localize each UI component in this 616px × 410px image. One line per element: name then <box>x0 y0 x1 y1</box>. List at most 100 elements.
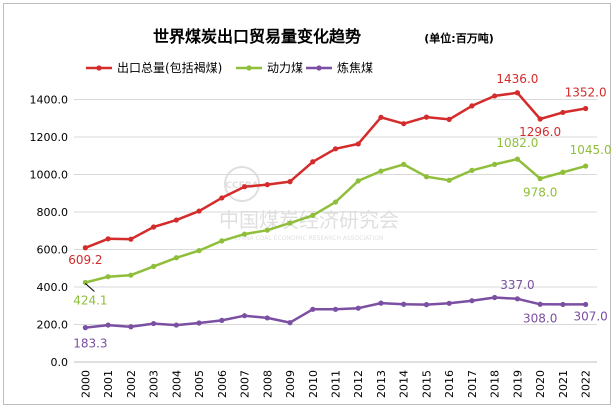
data-point <box>287 320 293 326</box>
data-point <box>310 159 316 165</box>
data-point <box>423 302 430 308</box>
x-tick-label: 2005 <box>193 370 206 398</box>
series-line <box>85 296 586 329</box>
watermark-en: CHINA COAL ECONOMIC RESEARCH ASSOCIATION <box>235 235 384 242</box>
legend-label: 动力煤 <box>267 61 303 75</box>
data-point <box>401 161 407 167</box>
series-0 <box>82 90 589 251</box>
y-tick-label: 1400.0 <box>30 94 69 107</box>
data-point <box>446 177 452 183</box>
data-point <box>583 163 589 169</box>
data-point <box>537 116 543 122</box>
data-point <box>446 116 452 122</box>
data-point <box>514 90 521 96</box>
x-tick-label: 2017 <box>466 370 479 398</box>
gridlines <box>74 99 597 325</box>
x-tick-label: 2006 <box>216 370 229 398</box>
data-point <box>241 231 248 237</box>
data-label: 609.2 <box>68 253 102 267</box>
data-label: 978.0 <box>523 186 557 200</box>
data-point <box>264 182 270 188</box>
x-tick-label: 2002 <box>125 370 138 398</box>
x-tick-label: 2022 <box>580 370 593 398</box>
x-tick-label: 2011 <box>330 370 343 398</box>
data-point <box>219 238 225 244</box>
data-label: 183.3 <box>73 337 107 351</box>
data-point <box>241 313 248 319</box>
x-tick-label: 2001 <box>102 370 115 398</box>
data-point <box>105 322 111 328</box>
x-tick-label: 2007 <box>239 370 252 398</box>
data-point <box>196 248 202 254</box>
legend-marker <box>246 65 252 71</box>
series-1 <box>82 156 589 286</box>
data-point <box>82 245 88 251</box>
data-label: 1352.0 <box>565 86 607 100</box>
data-point <box>150 263 157 269</box>
data-point <box>82 279 88 286</box>
data-point <box>287 220 293 226</box>
leader-line <box>85 283 95 292</box>
series-lines <box>82 90 589 331</box>
data-point <box>514 156 521 162</box>
data-point <box>332 199 339 205</box>
data-point <box>378 300 384 306</box>
data-point <box>173 255 179 261</box>
data-point <box>583 105 589 112</box>
x-tick-label: 2010 <box>307 370 320 398</box>
x-tick-label: 2016 <box>443 370 456 398</box>
x-tick-label: 2000 <box>79 370 92 398</box>
data-point <box>332 306 339 312</box>
x-tick-label: 2004 <box>170 370 183 398</box>
data-point <box>332 146 339 152</box>
data-label: 1082.0 <box>496 136 538 150</box>
legend: 出口总量(包括褐煤) 动力煤 炼焦煤 <box>86 60 373 75</box>
x-tick-label: 2018 <box>489 370 502 398</box>
x-tick-label: 2021 <box>557 370 570 398</box>
data-point <box>492 93 498 99</box>
data-point <box>128 272 134 278</box>
y-tick-label: 1000.0 <box>30 169 69 182</box>
data-point <box>492 161 498 167</box>
unit-label: (单位:百万吨) <box>424 31 493 45</box>
chart-title: 世界煤炭出口贸易量变化趋势 <box>153 27 361 46</box>
data-point <box>105 236 111 242</box>
data-point <box>469 103 475 109</box>
data-point <box>196 208 202 214</box>
data-labels: 1436.0 1296.0 1352.0 609.2 1082.0 978.0 1045.0… <box>68 72 611 351</box>
y-tick-label: 1200.0 <box>30 131 69 144</box>
x-tick-label: 2009 <box>284 370 297 398</box>
x-tick-label: 2008 <box>261 370 274 398</box>
data-point <box>173 322 179 328</box>
data-point <box>423 174 430 180</box>
data-point <box>150 224 157 230</box>
data-point <box>469 167 475 173</box>
data-label: 1296.0 <box>519 125 561 139</box>
y-tick-label: 400.0 <box>37 281 69 294</box>
data-label: 1436.0 <box>496 72 538 86</box>
x-axis-ticks: 2000 2001 2002 2003 2004 2005 2006 2007 2008 2009… <box>79 370 592 398</box>
x-tick-label: 2020 <box>534 370 547 398</box>
data-point <box>128 236 134 242</box>
y-tick-label: 0.0 <box>51 356 69 369</box>
data-point <box>355 141 361 147</box>
data-point <box>264 227 270 233</box>
chart-frame: CCERA 中国煤炭经济研究会 CHINA COAL ECONOMIC RESE… <box>3 3 612 405</box>
watermark-logo-text: CCERA <box>225 181 258 191</box>
data-point <box>537 301 543 307</box>
data-point <box>583 301 589 308</box>
data-point <box>219 317 225 323</box>
legend-label: 出口总量(包括褐煤) <box>117 60 222 75</box>
data-point <box>150 320 157 327</box>
y-axis-ticks: 0.0 200.0 400.0 600.0 800.0 1000.0 1200.0 1400.… <box>30 94 69 370</box>
watermark-logo-icon <box>224 166 260 202</box>
data-point <box>378 168 384 174</box>
data-point <box>378 114 384 120</box>
legend-label: 炼焦煤 <box>337 60 373 75</box>
data-label: 424.1 <box>73 293 107 307</box>
watermark: CCERA 中国煤炭经济研究会 CHINA COAL ECONOMIC RESE… <box>219 166 399 242</box>
data-point <box>196 320 202 326</box>
data-point <box>173 217 179 223</box>
x-tick-label: 2019 <box>511 370 524 398</box>
data-point <box>446 300 452 306</box>
